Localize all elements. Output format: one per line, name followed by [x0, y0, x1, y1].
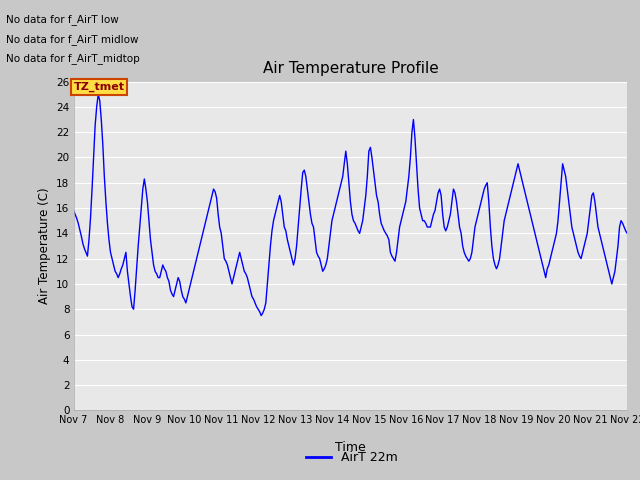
Title: Air Temperature Profile: Air Temperature Profile — [262, 61, 438, 76]
Y-axis label: Air Temperature (C): Air Temperature (C) — [38, 188, 51, 304]
Text: No data for f_AirT_midtop: No data for f_AirT_midtop — [6, 53, 140, 64]
X-axis label: Time: Time — [335, 441, 366, 454]
Legend: AirT 22m: AirT 22m — [301, 446, 403, 469]
Text: No data for f_AirT midlow: No data for f_AirT midlow — [6, 34, 139, 45]
Text: TZ_tmet: TZ_tmet — [74, 82, 125, 92]
Text: No data for f_AirT low: No data for f_AirT low — [6, 14, 119, 25]
